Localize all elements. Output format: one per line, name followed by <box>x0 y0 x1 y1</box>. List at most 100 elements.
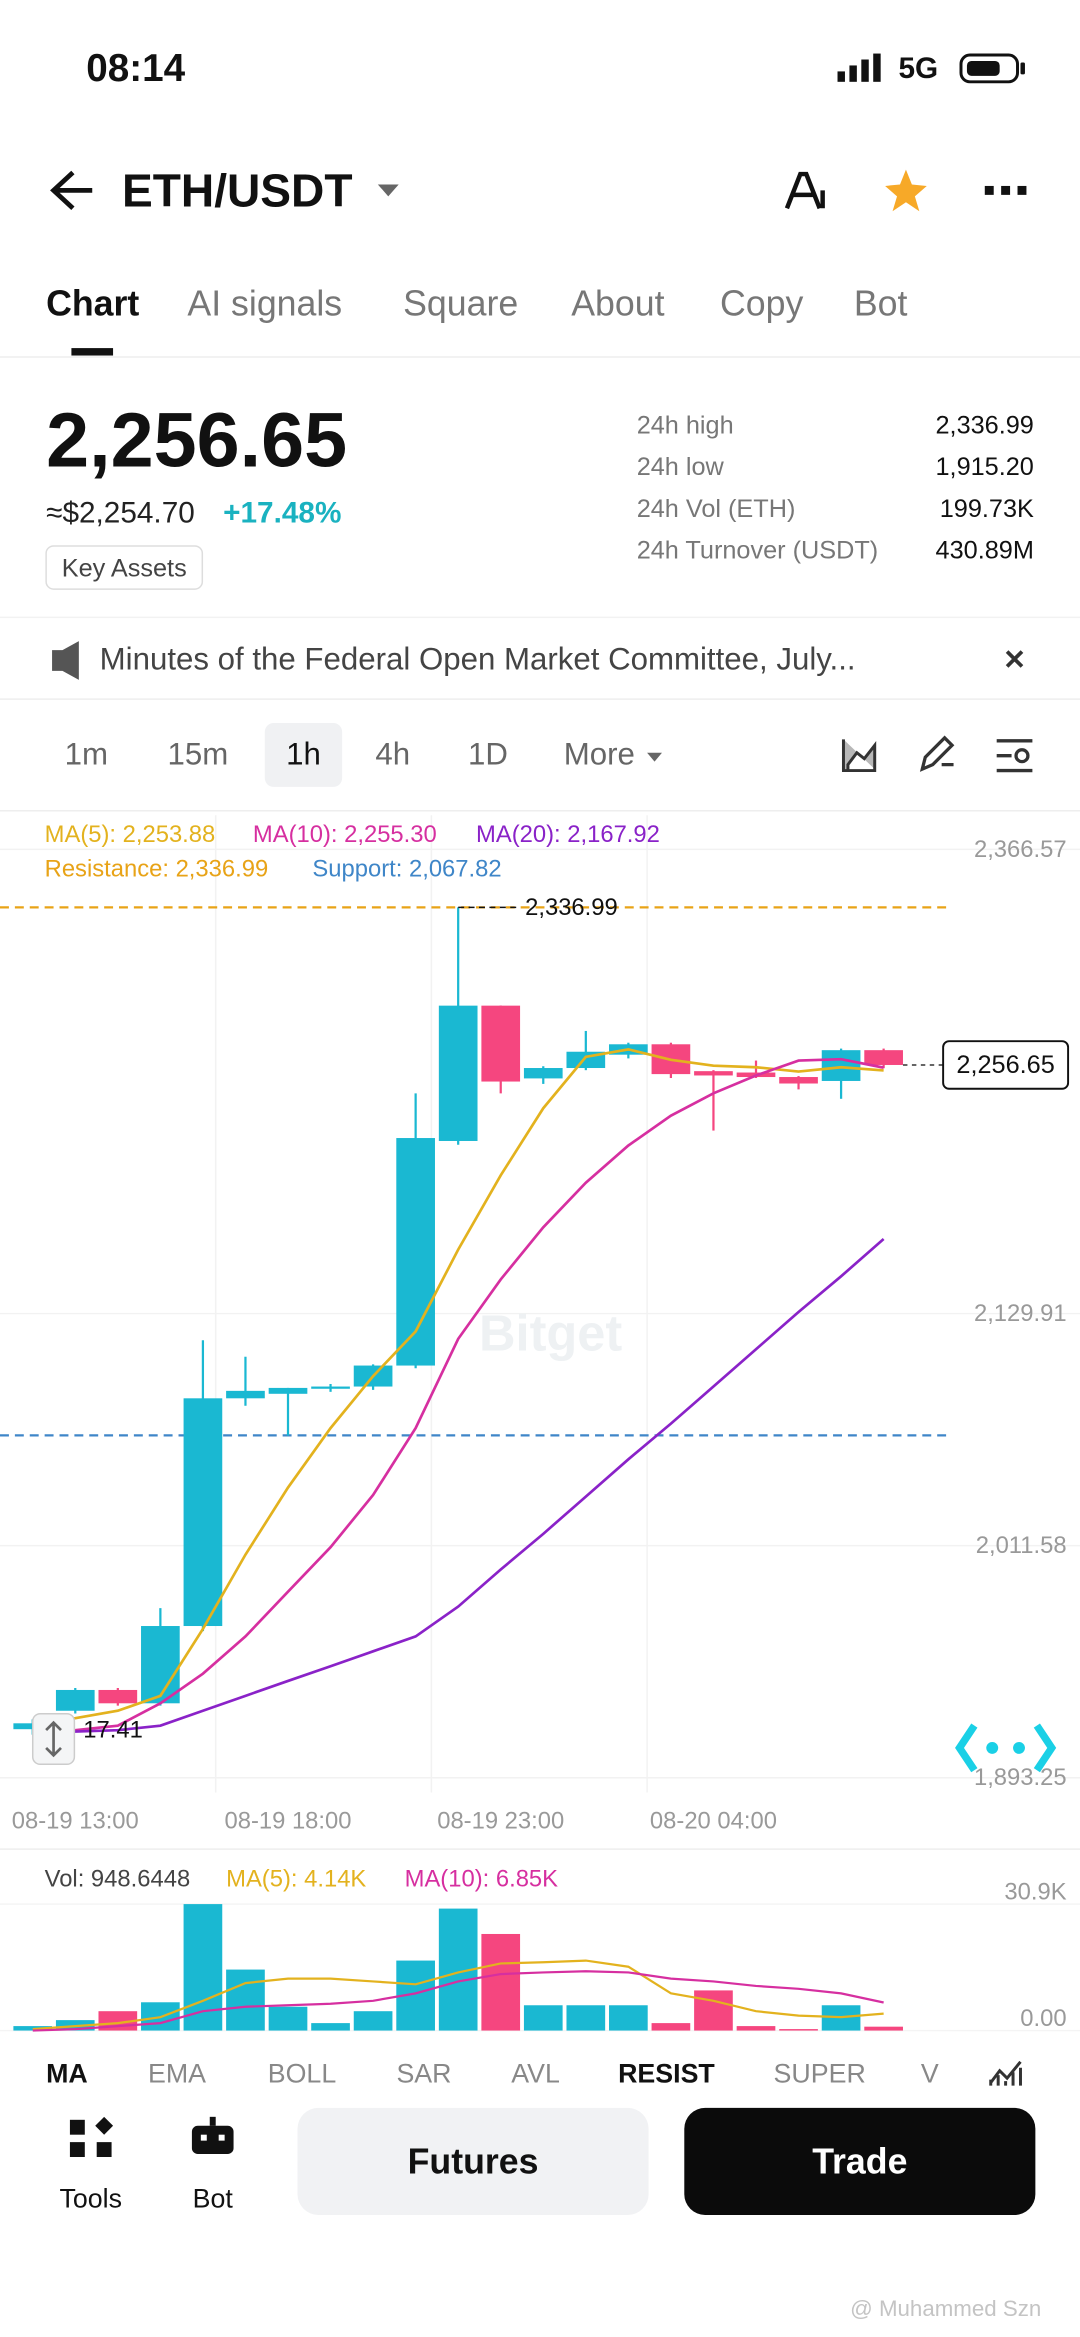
stat-label: 24h high <box>637 411 734 439</box>
network-label: 5G <box>899 52 939 85</box>
interval-option[interactable]: 15m <box>167 737 228 772</box>
indicator-tab[interactable]: BOLL <box>268 2059 336 2089</box>
volume-bar <box>736 2026 776 2031</box>
stat-value: 1,915.20 <box>936 453 1034 481</box>
x-tick-label: 08-19 13:00 <box>12 1807 139 1834</box>
volume-bar <box>481 1933 521 2031</box>
chart-watermark: Bitget <box>479 1304 622 1361</box>
y-tick-label: 1,893.25 <box>974 1764 1067 1791</box>
pair-dropdown[interactable] <box>377 184 399 197</box>
indicator-tab[interactable]: EMA <box>148 2059 206 2089</box>
indicator-tab[interactable]: RESIST <box>618 2059 715 2089</box>
stat-label: 24h low <box>637 453 725 481</box>
candle-body <box>821 1050 861 1081</box>
volume-ma-line <box>32 1970 884 2032</box>
expand-dot[interactable] <box>1013 1741 1025 1754</box>
indicator-tab[interactable]: SUPER <box>774 2059 866 2089</box>
news-text[interactable]: Minutes of the Federal Open Market Commi… <box>100 642 856 677</box>
interval-option[interactable]: 1D <box>468 737 508 772</box>
low-marker-label: 17.41 <box>83 1717 143 1744</box>
indicator-settings-icon[interactable] <box>989 2060 1022 2086</box>
news-close[interactable] <box>1005 650 1024 668</box>
signal-icon <box>837 53 881 82</box>
trade-label[interactable]: Trade <box>812 2141 907 2181</box>
indicator-tab[interactable]: AVL <box>511 2059 560 2089</box>
expand-dot[interactable] <box>986 1741 999 1754</box>
volume-bar <box>353 2011 393 2031</box>
volume-bar <box>226 1969 265 2031</box>
volume-bar <box>694 1990 733 2031</box>
y-tick-label: 2,366.57 <box>974 836 1067 863</box>
stat-value: 2,336.99 <box>936 411 1034 439</box>
font-size-icon[interactable] <box>784 171 825 210</box>
more-menu[interactable] <box>984 185 1027 195</box>
interval-option[interactable]: More <box>564 737 635 772</box>
interval-option[interactable]: 1m <box>65 737 108 772</box>
tab[interactable]: Chart <box>46 283 139 323</box>
tools-icon[interactable] <box>69 2116 114 2158</box>
legend-entry: Support: 2,067.82 <box>312 855 501 882</box>
candle-body <box>98 1689 138 1704</box>
stat-value: 199.73K <box>940 495 1034 523</box>
key-assets-button[interactable] <box>45 545 204 590</box>
stat-value: 430.89M <box>936 536 1034 564</box>
draw-icon[interactable] <box>919 735 955 772</box>
bot-icon[interactable] <box>191 2116 234 2155</box>
back-button[interactable] <box>50 170 93 211</box>
tools-label[interactable]: Tools <box>60 2184 122 2214</box>
trade-button[interactable] <box>684 2107 1036 2216</box>
candle-body <box>141 1626 180 1704</box>
candle-body <box>864 1050 903 1065</box>
stat-label: 24h Turnover (USDT) <box>637 536 879 564</box>
interval-option[interactable]: 1h <box>286 737 321 772</box>
tab[interactable]: AI signals <box>187 283 342 323</box>
candle-body <box>268 1387 308 1394</box>
futures-button[interactable] <box>297 2107 649 2216</box>
volume-legend: MA(10): 6.85K <box>405 1865 559 1892</box>
candle-body <box>523 1068 563 1079</box>
x-tick-label: 08-19 18:00 <box>224 1807 351 1834</box>
volume-ma-line <box>32 1959 884 2031</box>
indicator-tab[interactable]: SAR <box>396 2059 451 2089</box>
key-assets-label[interactable]: Key Assets <box>62 554 187 582</box>
interval-option[interactable]: 4h <box>375 737 410 772</box>
candle-body <box>226 1390 265 1399</box>
more-dropdown[interactable] <box>647 752 662 762</box>
volume-bar <box>651 2023 691 2031</box>
volume-bar <box>609 2005 648 2031</box>
tab[interactable]: Copy <box>720 283 803 323</box>
volume-bar <box>268 2006 308 2031</box>
expand-icon[interactable] <box>955 1723 1057 1773</box>
volume-legend: MA(5): 4.14K <box>226 1865 366 1892</box>
volume-bar <box>566 2005 606 2031</box>
tab[interactable]: Bot <box>854 283 908 323</box>
battery-icon <box>959 53 1025 84</box>
settings-icon[interactable] <box>996 739 1033 773</box>
status-time: 08:14 <box>86 47 185 90</box>
ma-line <box>32 1048 884 1725</box>
legend-entry: Resistance: 2,336.99 <box>45 855 269 882</box>
pair-title[interactable]: ETH/USDT <box>122 164 353 216</box>
bot-label[interactable]: Bot <box>193 2184 234 2214</box>
candle-body <box>396 1138 435 1366</box>
scroll-handle-arrows[interactable] <box>45 1720 62 1758</box>
ma-line <box>32 1238 885 1735</box>
high-marker-label: 2,336.99 <box>525 894 618 921</box>
favorite-star[interactable] <box>885 169 927 212</box>
candle-body <box>481 1005 521 1082</box>
tab[interactable]: About <box>571 283 664 323</box>
candle-body <box>779 1077 818 1084</box>
ma-line <box>32 1057 884 1735</box>
candle-body <box>438 1005 478 1141</box>
indicator-tab[interactable]: MA <box>46 2059 88 2089</box>
tab[interactable]: Square <box>403 283 518 323</box>
volume-bar <box>864 2026 903 2031</box>
candle-body <box>694 1071 733 1076</box>
candle-body <box>183 1398 223 1627</box>
y-tick-label: 2,129.91 <box>974 1300 1067 1327</box>
indicator-tab[interactable]: V <box>921 2059 939 2089</box>
y-tick-label: 2,011.58 <box>976 1532 1067 1559</box>
futures-label[interactable]: Futures <box>408 2141 539 2181</box>
